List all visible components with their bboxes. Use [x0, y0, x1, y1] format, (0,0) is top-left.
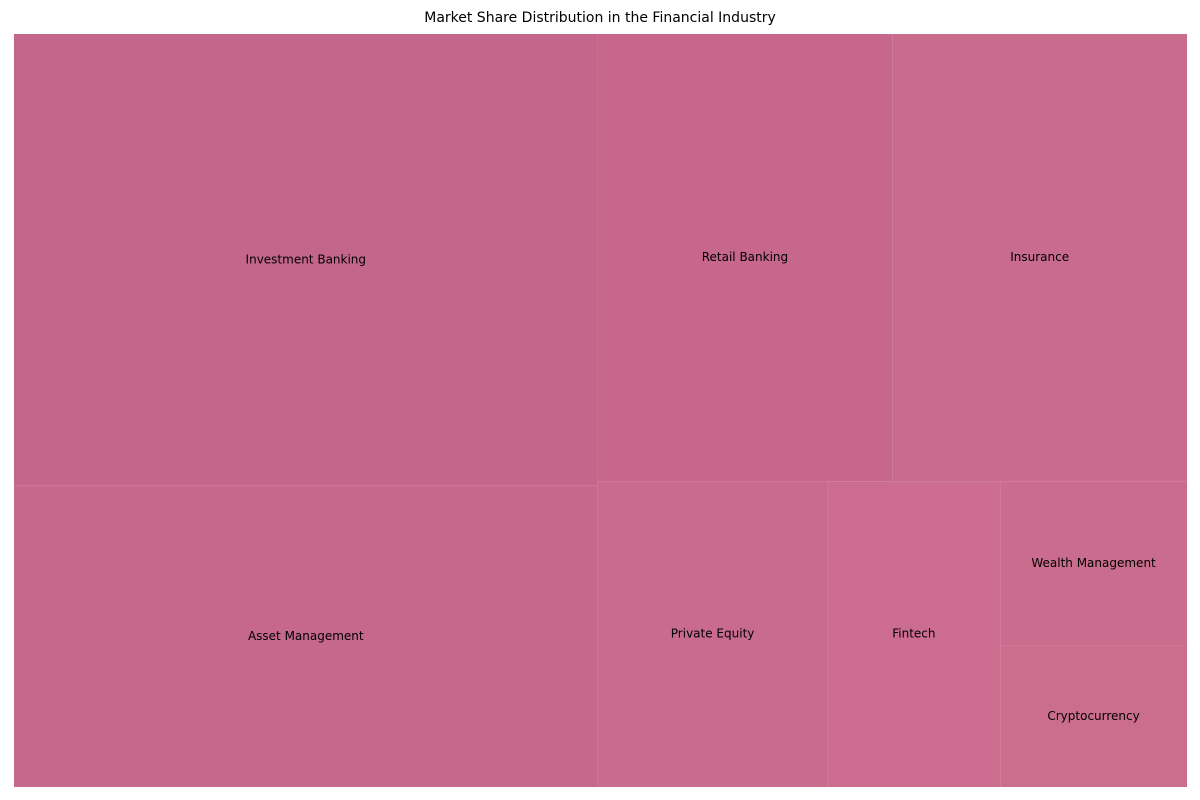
treemap-label: Cryptocurrency	[1047, 709, 1139, 723]
treemap-label: Private Equity	[671, 627, 755, 641]
treemap-label: Investment Banking	[246, 252, 366, 266]
treemap-cell-investment-banking	[14, 34, 598, 486]
treemap-label: Retail Banking	[702, 250, 788, 264]
treemap-label: Asset Management	[248, 629, 364, 643]
treemap-label: Wealth Management	[1031, 556, 1156, 570]
treemap-cell-wealth-management	[1000, 481, 1187, 646]
treemap-label: Fintech	[892, 627, 935, 641]
treemap-cell-cryptocurrency	[1000, 645, 1187, 787]
chart-title: Market Share Distribution in the Financi…	[424, 10, 776, 26]
treemap-cell-insurance	[892, 34, 1187, 482]
treemap-cell-retail-banking	[597, 34, 893, 482]
treemap-cell-private-equity	[597, 481, 828, 787]
treemap-cell-fintech	[827, 481, 1001, 787]
treemap-label: Insurance	[1010, 250, 1069, 264]
treemap-cell-asset-management	[14, 485, 598, 787]
